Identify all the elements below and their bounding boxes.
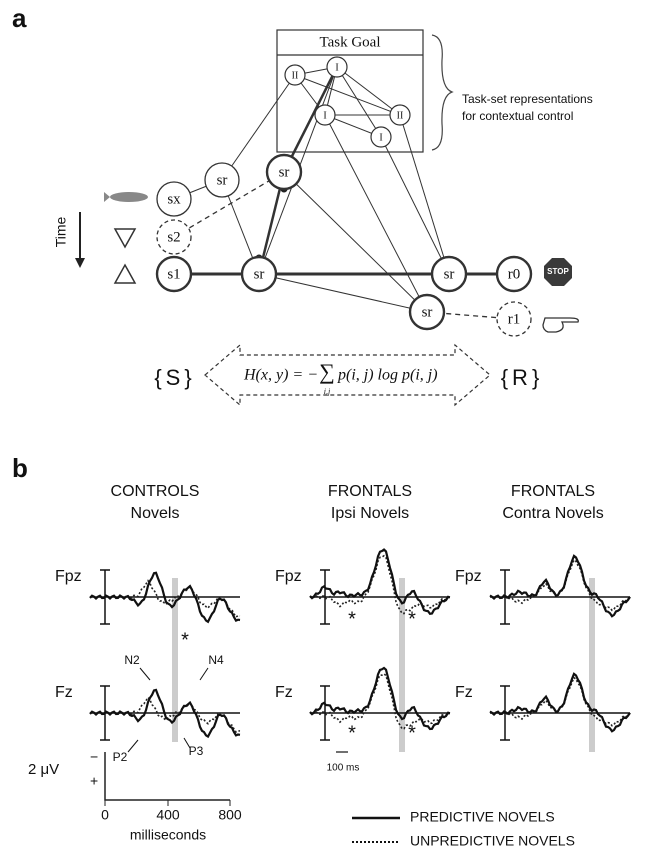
legend-label: UNPREDICTIVE NOVELS <box>410 833 575 849</box>
unpredictive-trace <box>490 560 630 610</box>
goal-node-label: I <box>379 132 382 143</box>
node-label: sr <box>254 266 265 282</box>
group-title: FRONTALS <box>328 483 412 500</box>
panel-label: b <box>12 453 28 483</box>
goal-node-label: I <box>335 62 338 73</box>
unpredictive-trace <box>310 556 450 614</box>
amplitude-label: 2 μV <box>28 761 59 778</box>
predictive-trace <box>310 668 450 729</box>
goal-node-label: II <box>292 70 299 81</box>
connection <box>337 67 381 137</box>
node-label: sr <box>217 172 228 188</box>
scale-bar: 2 μV − + 0 400 800 milliseconds <box>28 749 242 843</box>
fish-tail <box>104 192 110 202</box>
node-label: s2 <box>167 229 180 245</box>
asterisk: * <box>348 608 356 630</box>
electrode-label: Fpz <box>55 568 82 585</box>
minus-sign: − <box>90 749 98 765</box>
right-set: {R} <box>501 365 544 390</box>
electrode-label: Fz <box>55 684 73 701</box>
predictive-trace <box>310 550 450 614</box>
time-label: Time <box>53 216 69 247</box>
equation-rhs: p(i, j) log p(i, j) <box>337 367 438 384</box>
pointer <box>128 740 138 752</box>
node-label: sx <box>167 191 181 207</box>
unpredictive-trace <box>310 674 450 729</box>
group-subtitle: Novels <box>131 505 180 522</box>
node-label: r0 <box>508 266 521 282</box>
pointer <box>184 738 190 748</box>
electrode-label: Fz <box>455 684 473 701</box>
hand-icon <box>543 318 578 332</box>
stop-text: STOP <box>547 267 569 276</box>
brace <box>432 35 452 150</box>
component-label: N2 <box>124 653 140 667</box>
node-label: r1 <box>508 311 521 327</box>
time-scale-label: 100 ms <box>327 763 360 774</box>
goal-node-label: I <box>323 110 326 121</box>
page: a Task Goal Task-set representations for… <box>0 0 648 859</box>
erp-panels: CONTROLS Novels FRONTALS Ipsi Novels FRONTAL… <box>55 483 630 773</box>
node-label: sr <box>444 266 455 282</box>
annotation: for contextual control <box>462 109 573 123</box>
down-triangle <box>115 229 135 247</box>
annotation: Task-set representations <box>462 92 593 106</box>
component-label: P2 <box>113 750 128 764</box>
unpredictive-trace <box>490 678 630 726</box>
node-label: sr <box>422 304 433 320</box>
time-arrowhead <box>75 258 85 268</box>
connection <box>295 75 400 115</box>
left-set: {S} <box>154 365 195 390</box>
connection <box>381 137 449 274</box>
asterisk: * <box>408 608 416 630</box>
legend-label: PREDICTIVE NOVELS <box>410 809 555 825</box>
axis-unit: milliseconds <box>130 827 206 843</box>
tick-label: 800 <box>218 807 242 823</box>
electrode-label: Fpz <box>275 568 302 585</box>
group-title: FRONTALS <box>511 483 595 500</box>
group-subtitle: Contra Novels <box>502 505 603 522</box>
asterisk: * <box>408 722 416 744</box>
equation-sum: ∑ <box>319 359 335 384</box>
electrode-label: Fpz <box>455 568 482 585</box>
connection <box>337 67 400 115</box>
panel-label: a <box>12 3 27 33</box>
group-subtitle: Ipsi Novels <box>331 505 409 522</box>
connection <box>284 172 427 312</box>
up-triangle <box>115 265 135 283</box>
electrode-label: Fz <box>275 684 293 701</box>
task-goal-title: Task Goal <box>319 34 380 50</box>
component-label: P3 <box>189 744 204 758</box>
fish-icon <box>110 192 148 202</box>
asterisk: * <box>181 629 189 651</box>
goal-node-label: II <box>397 110 404 121</box>
pointer <box>140 668 150 680</box>
node-label: s1 <box>167 266 180 282</box>
highlight-window <box>589 578 595 752</box>
group-title: CONTROLS <box>111 483 200 500</box>
equation-index: i,j <box>324 387 331 396</box>
connection <box>259 274 427 312</box>
plus-sign: + <box>90 773 98 789</box>
node-label: sr <box>279 164 290 180</box>
asterisk: * <box>348 722 356 744</box>
pointer <box>200 668 208 680</box>
tick-label: 0 <box>101 807 109 823</box>
component-label: N4 <box>208 653 224 667</box>
legend: PREDICTIVE NOVELS UNPREDICTIVE NOVELS <box>352 809 575 849</box>
tick-label: 400 <box>156 807 180 823</box>
equation-lhs: H(x, y) = − <box>243 367 318 384</box>
figure: a Task Goal Task-set representations for… <box>0 0 648 859</box>
